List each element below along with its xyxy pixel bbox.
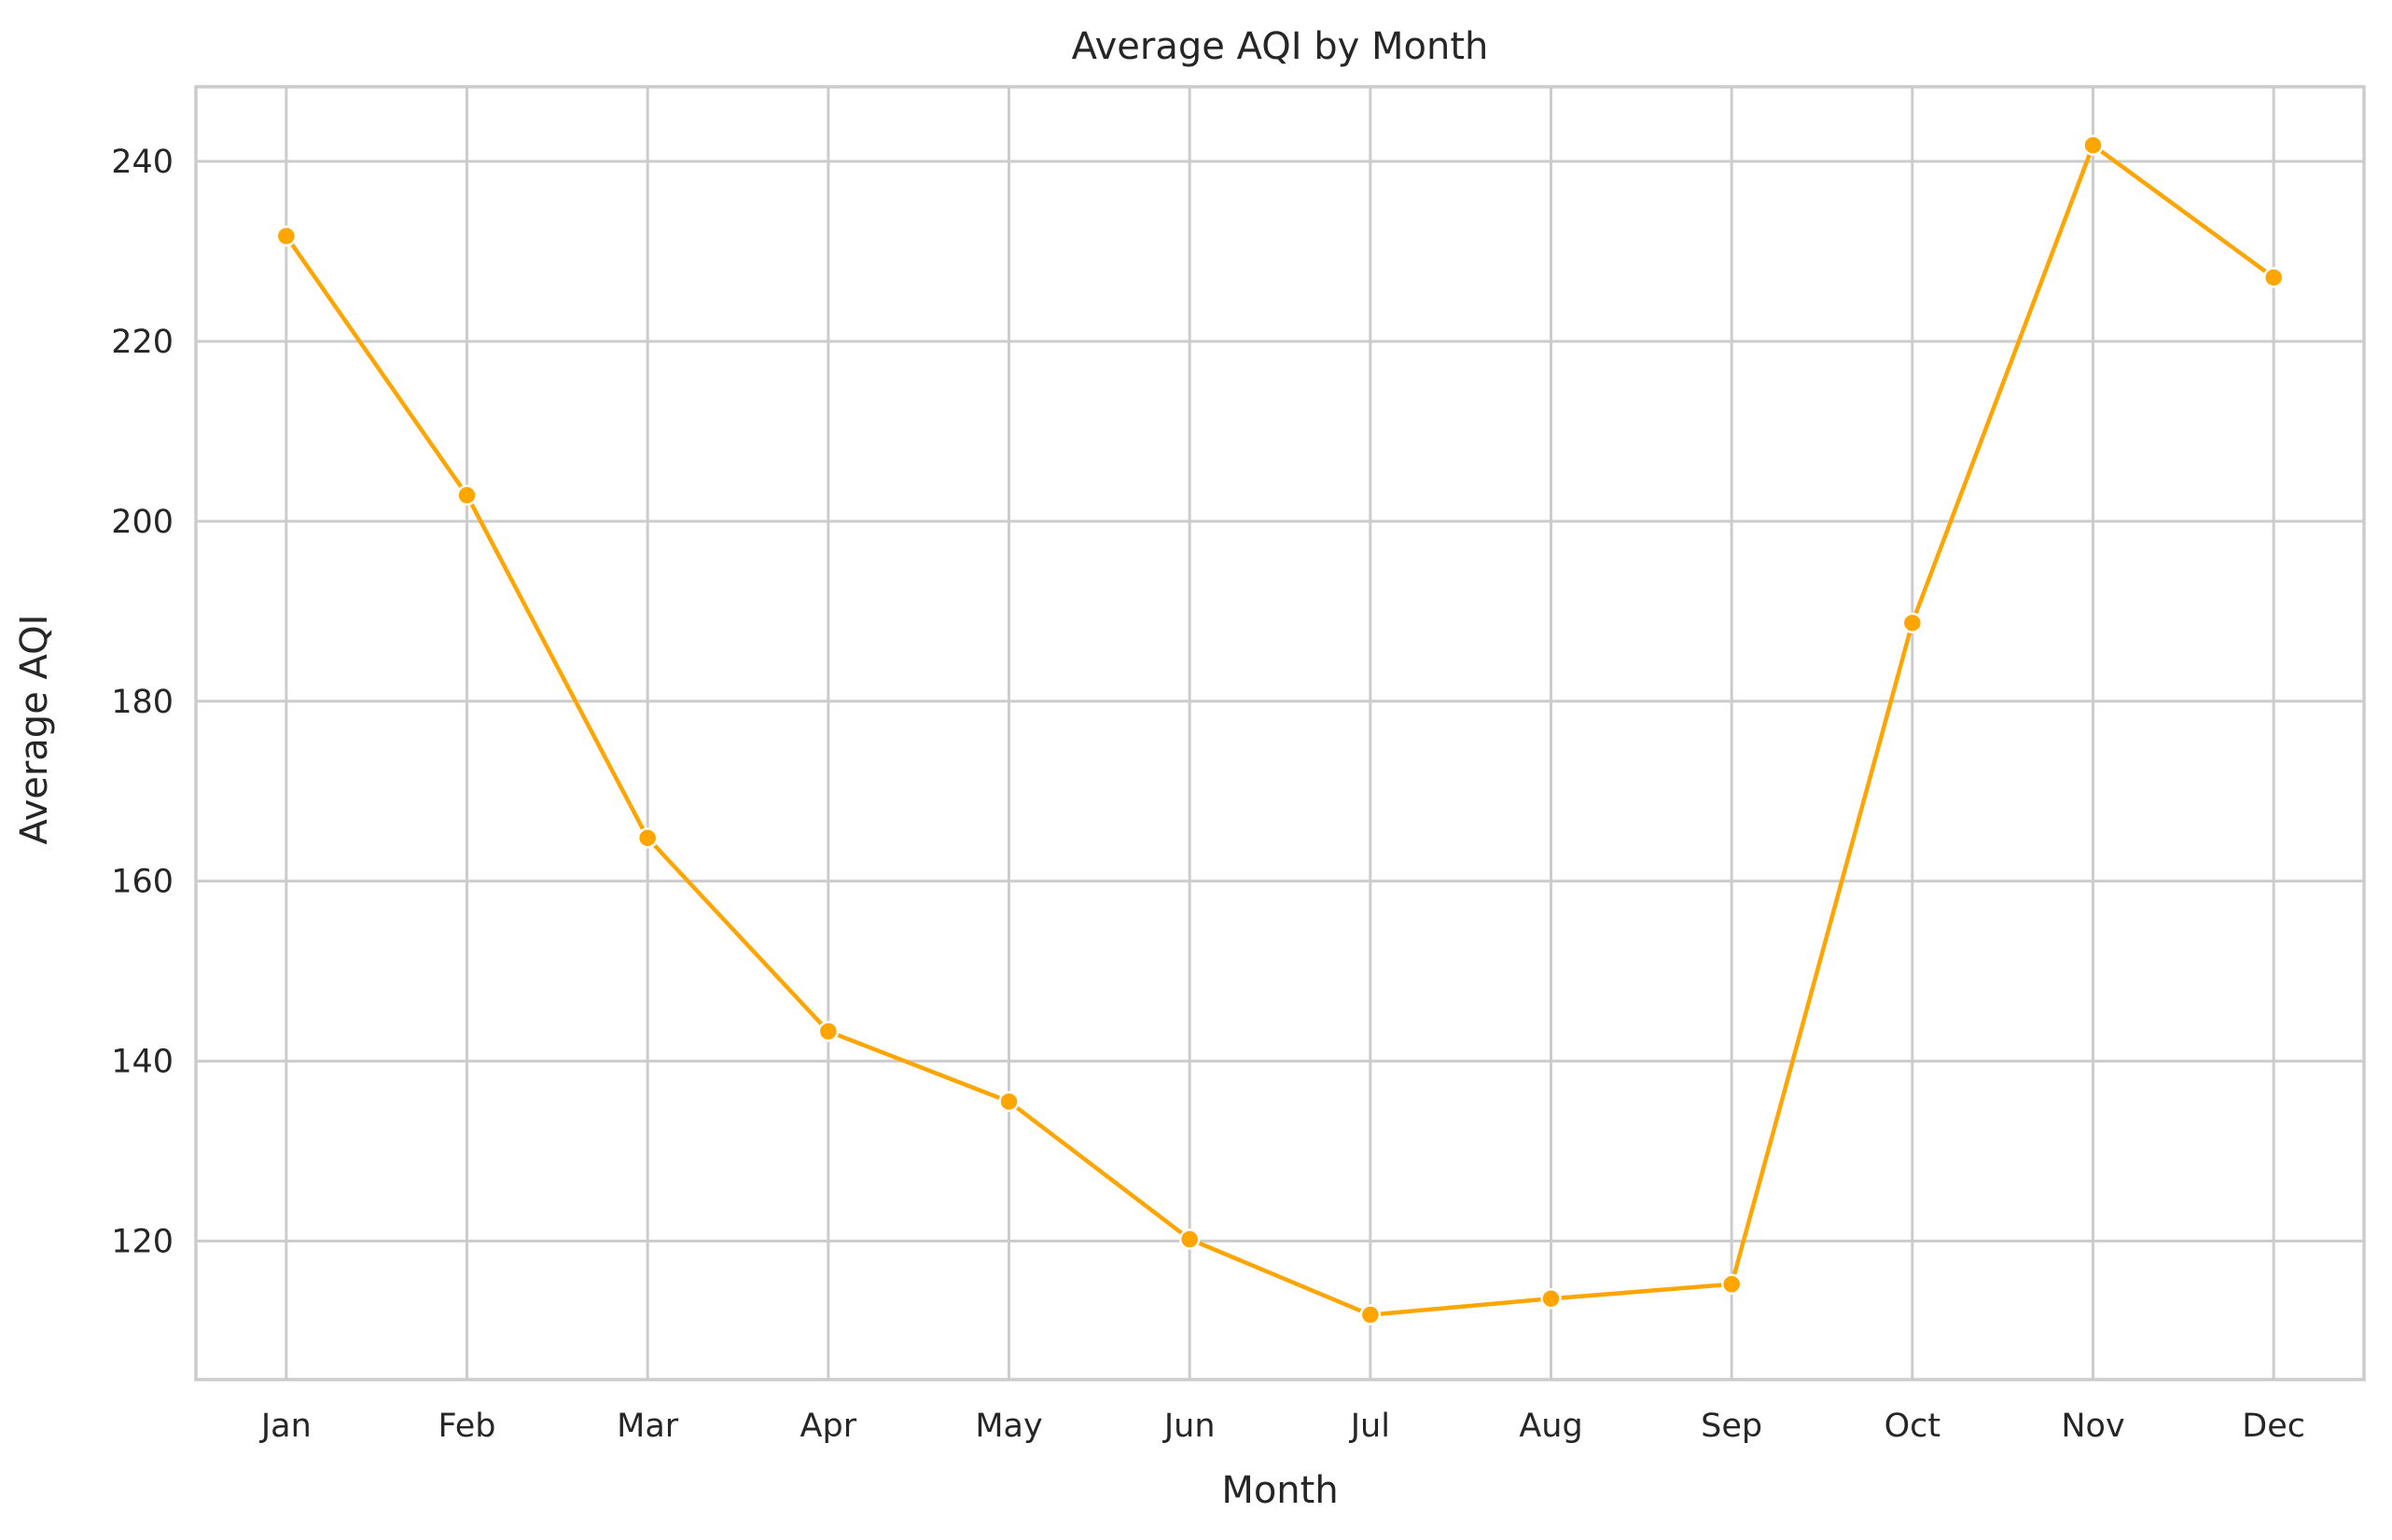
data-point-may: [998, 1090, 1020, 1113]
data-point-apr: [817, 1020, 840, 1042]
grid: [196, 87, 2364, 1380]
x-tick-label-feb: Feb: [438, 1408, 496, 1445]
y-axis-label: Average AQI: [13, 615, 56, 845]
x-tick-label-apr: Apr: [800, 1408, 857, 1445]
y-tick-label-140: 140: [111, 1044, 174, 1081]
x-tick-label-may: May: [975, 1408, 1042, 1445]
data-point-feb: [456, 484, 478, 506]
data-point-dec: [2262, 267, 2285, 288]
series-layer: [275, 134, 2285, 1325]
x-tick-label-dec: Dec: [2242, 1408, 2305, 1445]
plot-frame: [194, 85, 2366, 1381]
tick-labels: Jan Feb Mar Apr May Jun Jul Aug Sep Oct Nov Dec 120 1…: [111, 144, 2305, 1445]
data-point-sep: [1720, 1273, 1743, 1296]
series-line-0: [284, 143, 2276, 1317]
x-tick-label-mar: Mar: [617, 1408, 679, 1445]
y-tick-label-200: 200: [111, 504, 174, 541]
y-tick-label-240: 240: [111, 144, 174, 181]
data-point-aug: [1540, 1287, 1562, 1310]
x-tick-label-oct: Oct: [1884, 1408, 1941, 1445]
data-point-jun: [1178, 1228, 1201, 1250]
chart-title: Average AQI by Month: [1072, 25, 1489, 68]
data-point-nov: [2082, 134, 2104, 156]
data-point-mar: [636, 827, 659, 849]
data-point-jul: [1359, 1304, 1382, 1325]
x-tick-label-nov: Nov: [2061, 1408, 2124, 1445]
y-tick-label-220: 220: [111, 324, 174, 361]
x-tick-label-jan: Jan: [259, 1408, 312, 1445]
x-tick-label-jul: Jul: [1349, 1408, 1390, 1445]
x-axis-label: Month: [1221, 1469, 1338, 1512]
y-tick-label-180: 180: [111, 684, 174, 721]
x-tick-label-sep: Sep: [1701, 1408, 1762, 1445]
data-point-oct: [1901, 612, 1924, 634]
data-point-jan: [275, 225, 298, 247]
x-tick-label-aug: Aug: [1519, 1408, 1582, 1445]
x-tick-label-jun: Jun: [1162, 1408, 1216, 1445]
y-tick-label-160: 160: [111, 864, 174, 901]
y-tick-label-120: 120: [111, 1223, 174, 1260]
